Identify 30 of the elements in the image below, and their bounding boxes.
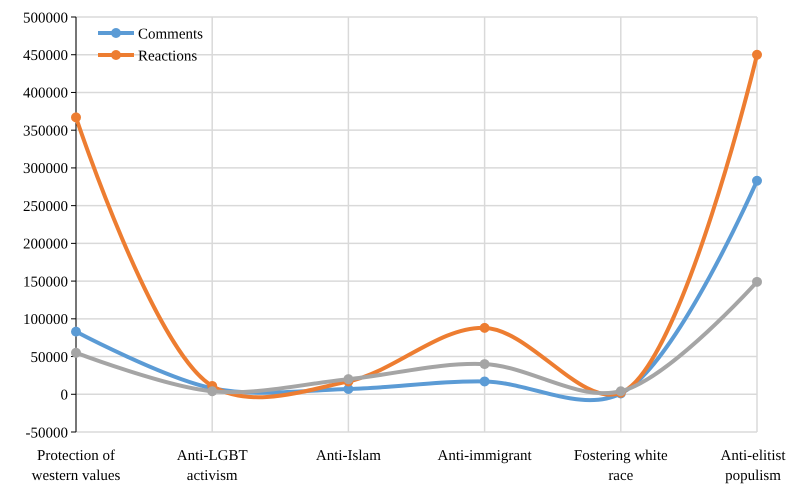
point: [71, 112, 81, 122]
y-tick-label: 150000: [23, 274, 68, 290]
point: [480, 359, 490, 370]
legend-label: Comments: [138, 26, 204, 42]
x-tick-label: Fostering white race: [574, 448, 668, 484]
point: [752, 176, 762, 186]
point: [480, 376, 490, 386]
point: [752, 50, 762, 60]
x-tick-label: Anti-elitist populism: [720, 448, 786, 484]
legend-label: Reactions: [138, 48, 198, 64]
y-tick-label: 450000: [23, 48, 68, 64]
x-tick-label: Anti-LGBT activism: [176, 448, 248, 484]
y-tick-label: 50000: [30, 350, 68, 366]
x-tick-label: Protection of western values: [32, 448, 121, 484]
point: [71, 326, 81, 337]
y-tick-label: 400000: [23, 86, 68, 102]
point: [207, 386, 218, 396]
point: [752, 276, 762, 287]
x-tick-label: Anti-immigrant: [438, 448, 533, 464]
y-tick-label: 100000: [23, 312, 68, 328]
point: [480, 322, 490, 333]
y-tick-label: 0: [60, 388, 68, 404]
y-tick-label: 500000: [23, 10, 68, 26]
point: [71, 348, 81, 358]
y-tick-label: 350000: [23, 123, 68, 140]
y-tick-label: 200000: [23, 236, 68, 253]
x-tick-label: Anti-Islam: [316, 448, 382, 464]
y-tick-label: 300000: [23, 161, 68, 178]
y-tick-label: -50000: [26, 425, 68, 442]
y-tick-label: 250000: [23, 198, 68, 215]
